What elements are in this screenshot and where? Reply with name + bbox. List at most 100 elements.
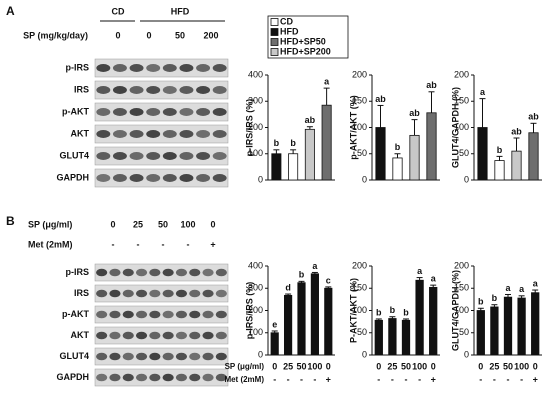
error-bar — [428, 91, 435, 113]
blot-background — [94, 102, 229, 122]
significance-letter: ab — [305, 115, 316, 125]
error-bar — [290, 149, 297, 154]
met-axis-label: Met (2mM) — [224, 375, 264, 384]
dose-value: 100 — [180, 219, 195, 229]
bar — [321, 104, 332, 181]
met-tick-label: - — [273, 374, 276, 384]
significance-letter: b — [497, 145, 503, 155]
blot-band — [146, 86, 161, 94]
bar — [270, 332, 279, 356]
y-tick-label: 150 — [352, 283, 367, 293]
blot-band — [212, 64, 227, 72]
x-tick-label: 25 — [283, 361, 293, 371]
bar — [511, 150, 522, 181]
bar — [415, 279, 424, 356]
met-tick-label: - — [405, 374, 408, 384]
blot-band — [175, 268, 188, 277]
error-bar — [505, 293, 511, 298]
y-tick-label: 0 — [258, 349, 263, 359]
y-axis-label: p-IRS/IRS (%) — [244, 282, 254, 340]
legend-label: CD — [280, 16, 293, 26]
blot-band — [215, 289, 227, 298]
error-bar — [416, 277, 423, 281]
x-tick-label: 100 — [412, 361, 427, 371]
x-tick-label: 50 — [503, 361, 513, 371]
dose-value: 200 — [203, 30, 218, 40]
blot-band — [122, 373, 134, 382]
significance-letter: b — [492, 293, 498, 303]
significance-letter: a — [505, 283, 511, 293]
blot-band — [96, 174, 111, 182]
blot-band — [129, 108, 144, 116]
y-tick-label: 150 — [454, 96, 469, 106]
blot-band — [162, 289, 174, 298]
blot-band — [109, 331, 121, 340]
significance-letter: b — [274, 138, 280, 148]
blot-band — [196, 108, 211, 116]
blot-band — [96, 373, 108, 382]
dose-value: 25 — [133, 219, 143, 229]
blot-band — [135, 373, 148, 382]
error-bar — [306, 126, 313, 130]
y-tick-label: 200 — [248, 122, 263, 132]
error-bar — [389, 316, 396, 319]
dose-label: SP (μg/ml) — [28, 219, 72, 229]
y-tick-label: 0 — [464, 349, 469, 359]
y-tick-label: 50 — [357, 327, 367, 337]
blot-label: GAPDH — [56, 172, 89, 182]
significance-letter: ab — [528, 112, 539, 122]
bar — [375, 127, 386, 181]
blot-band — [189, 310, 201, 319]
blot-band — [179, 64, 194, 72]
significance-letter: b — [290, 138, 296, 148]
error-bar — [377, 104, 384, 128]
blot-band — [202, 289, 214, 298]
blot-band — [122, 310, 134, 319]
error-bar — [430, 284, 437, 288]
significance-letter: a — [324, 77, 330, 87]
y-axis-label: GLUT4/GAPDH (%) — [450, 270, 460, 351]
blot-band — [112, 130, 127, 138]
blot-background — [94, 58, 229, 78]
legend-swatch — [270, 18, 279, 26]
significance-letter: ab — [426, 80, 437, 90]
panel-label: A — [6, 4, 15, 18]
blot-band — [96, 352, 108, 361]
blot-background — [94, 284, 229, 303]
blot-band — [189, 373, 201, 382]
x-axis-label: SP (μg/ml) — [225, 362, 265, 371]
blot-band — [215, 373, 227, 382]
legend-label: HFD+SP200 — [280, 46, 331, 56]
blot-band — [202, 310, 214, 319]
blot-band — [129, 64, 144, 72]
error-bar — [491, 304, 498, 307]
bar — [528, 132, 539, 181]
error-bar — [477, 307, 484, 311]
error-bar — [323, 87, 330, 106]
blot-band — [202, 268, 214, 277]
blot-band — [162, 352, 174, 361]
y-tick-label: 400 — [248, 260, 263, 270]
blot-band — [175, 310, 188, 319]
x-tick-label: 50 — [401, 361, 411, 371]
blot-band — [179, 130, 194, 138]
dose-value: 0 — [115, 30, 120, 40]
dose-value: 50 — [175, 30, 185, 40]
blot-band — [179, 174, 194, 182]
bar — [494, 160, 505, 181]
blot-band — [109, 373, 121, 382]
bar — [477, 127, 488, 181]
blot-band — [149, 268, 161, 277]
dose-label: SP (mg/kg/day) — [23, 30, 88, 40]
bar — [490, 306, 499, 356]
x-tick-label: 25 — [489, 361, 499, 371]
x-tick-label: 100 — [307, 361, 322, 371]
significance-letter: e — [272, 319, 277, 329]
y-tick-label: 300 — [248, 283, 263, 293]
blot-band — [162, 268, 174, 277]
blot-band — [122, 268, 134, 277]
blot-band — [146, 174, 161, 182]
error-bar — [298, 280, 305, 283]
blot-band — [109, 289, 121, 298]
blot-band — [215, 331, 227, 340]
